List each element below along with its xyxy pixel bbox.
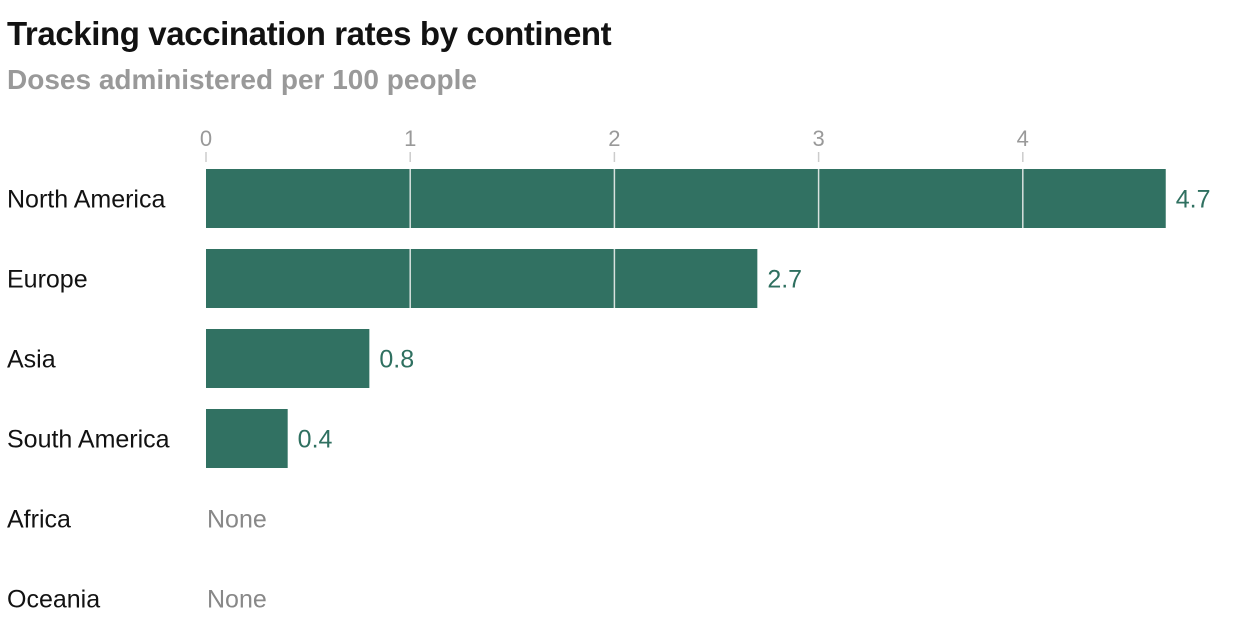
value-label: 2.7 [767,266,802,294]
category-label: Europe [7,266,88,294]
gridlines [409,169,1024,308]
value-label: 0.4 [298,426,333,454]
x-tick-label: 4 [1017,126,1029,151]
category-label: Africa [7,506,71,534]
x-axis-ticks: 0 1 2 3 4 [200,126,1029,162]
value-label: 4.7 [1176,186,1211,214]
bar [206,329,370,388]
no-data-label: None [207,586,267,614]
chart-subtitle: Doses administered per 100 people [7,64,477,95]
bars [206,169,1166,468]
x-tick-label: 1 [404,126,416,151]
bar [206,249,758,308]
bar [206,169,1166,228]
value-label: 0.8 [379,346,414,374]
category-label: Asia [7,346,56,374]
x-tick-label: 0 [200,126,212,151]
category-label: South America [7,426,170,454]
category-label: Oceania [7,586,100,614]
labels: North America 4.7 Europe 2.7 Asia 0.8 South Am… [7,186,1211,614]
bar [206,409,288,468]
x-tick-label: 2 [608,126,620,151]
x-tick-label: 3 [812,126,824,151]
category-label: North America [7,186,165,214]
chart-title: Tracking vaccination rates by continent [7,15,612,52]
no-data-label: None [207,506,267,534]
